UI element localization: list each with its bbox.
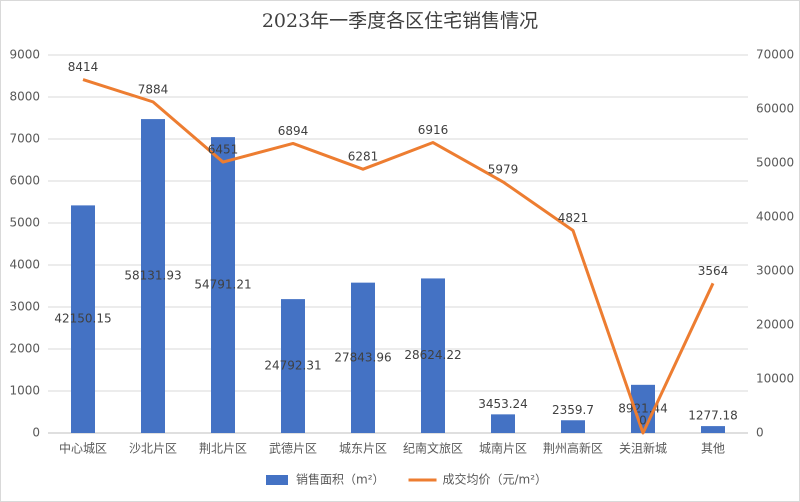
x-tick-label: 其他 bbox=[701, 442, 725, 456]
bar bbox=[491, 414, 515, 433]
y-tick-label: 0 bbox=[32, 426, 40, 440]
data-label: 1277.18 bbox=[688, 409, 738, 423]
data-label: 6894 bbox=[278, 124, 309, 138]
x-tick-label: 荆州高新区 bbox=[543, 441, 603, 456]
x-tick-label: 沙北片区 bbox=[129, 442, 177, 456]
x-tick-label: 武德片区 bbox=[269, 441, 317, 456]
legend-label: 销售面积（m²） bbox=[296, 472, 385, 487]
x-tick-label: 关沮新城 bbox=[619, 441, 667, 456]
bar bbox=[71, 205, 95, 433]
data-label: 7884 bbox=[138, 82, 169, 96]
data-label: 54791.21 bbox=[194, 278, 251, 292]
y-tick-label: 7000 bbox=[9, 132, 40, 146]
y2-tick-label: 30000 bbox=[756, 264, 794, 278]
y-tick-label: 6000 bbox=[9, 174, 40, 188]
bar bbox=[141, 119, 165, 433]
y2-tick-label: 0 bbox=[756, 426, 764, 440]
x-tick-label: 纪南文旅区 bbox=[403, 441, 463, 456]
y-tick-label: 2000 bbox=[9, 342, 40, 356]
data-label: 4821 bbox=[558, 211, 589, 225]
y-tick-label: 4000 bbox=[9, 258, 40, 272]
y2-tick-label: 60000 bbox=[756, 102, 794, 116]
data-label: 6281 bbox=[348, 150, 379, 164]
data-label: 24792.31 bbox=[264, 359, 321, 373]
data-label: 0 bbox=[639, 414, 647, 428]
x-tick-label: 城南片区 bbox=[479, 441, 527, 456]
bar bbox=[421, 278, 445, 433]
bar bbox=[211, 137, 235, 433]
data-label: 3453.24 bbox=[478, 397, 528, 411]
data-label: 6451 bbox=[208, 143, 239, 157]
x-tick-label: 城东片区 bbox=[339, 442, 387, 456]
data-label: 27843.96 bbox=[334, 350, 391, 364]
y2-tick-label: 50000 bbox=[756, 156, 794, 170]
x-tick-label: 荆北片区 bbox=[199, 442, 247, 456]
y-tick-label: 9000 bbox=[9, 48, 40, 62]
x-tick-label: 中心城区 bbox=[59, 441, 107, 456]
data-label: 8414 bbox=[68, 60, 99, 74]
bar bbox=[281, 299, 305, 433]
legend-label: 成交均价（元/m²） bbox=[443, 472, 548, 487]
y2-tick-label: 20000 bbox=[756, 318, 794, 332]
line bbox=[82, 78, 715, 435]
data-label: 2359.7 bbox=[552, 403, 594, 417]
data-label: 42150.15 bbox=[54, 312, 111, 326]
y2-tick-label: 70000 bbox=[756, 48, 794, 62]
bar bbox=[351, 282, 375, 433]
y-tick-label: 3000 bbox=[9, 300, 40, 314]
y-tick-label: 1000 bbox=[9, 384, 40, 398]
y-tick-label: 5000 bbox=[9, 216, 40, 230]
data-label: 28624.22 bbox=[404, 348, 461, 362]
bar bbox=[561, 420, 585, 433]
chart-title: 2023年一季度各区住宅销售情况 bbox=[262, 10, 538, 32]
legend-swatch bbox=[266, 475, 288, 485]
y2-tick-label: 10000 bbox=[756, 372, 794, 386]
data-label: 5979 bbox=[488, 162, 519, 176]
y-tick-label: 8000 bbox=[9, 90, 40, 104]
data-label: 3564 bbox=[698, 264, 729, 278]
data-label: 58131.93 bbox=[124, 269, 181, 283]
y2-tick-label: 40000 bbox=[756, 210, 794, 224]
bar bbox=[701, 426, 725, 433]
data-label: 6916 bbox=[418, 123, 449, 137]
